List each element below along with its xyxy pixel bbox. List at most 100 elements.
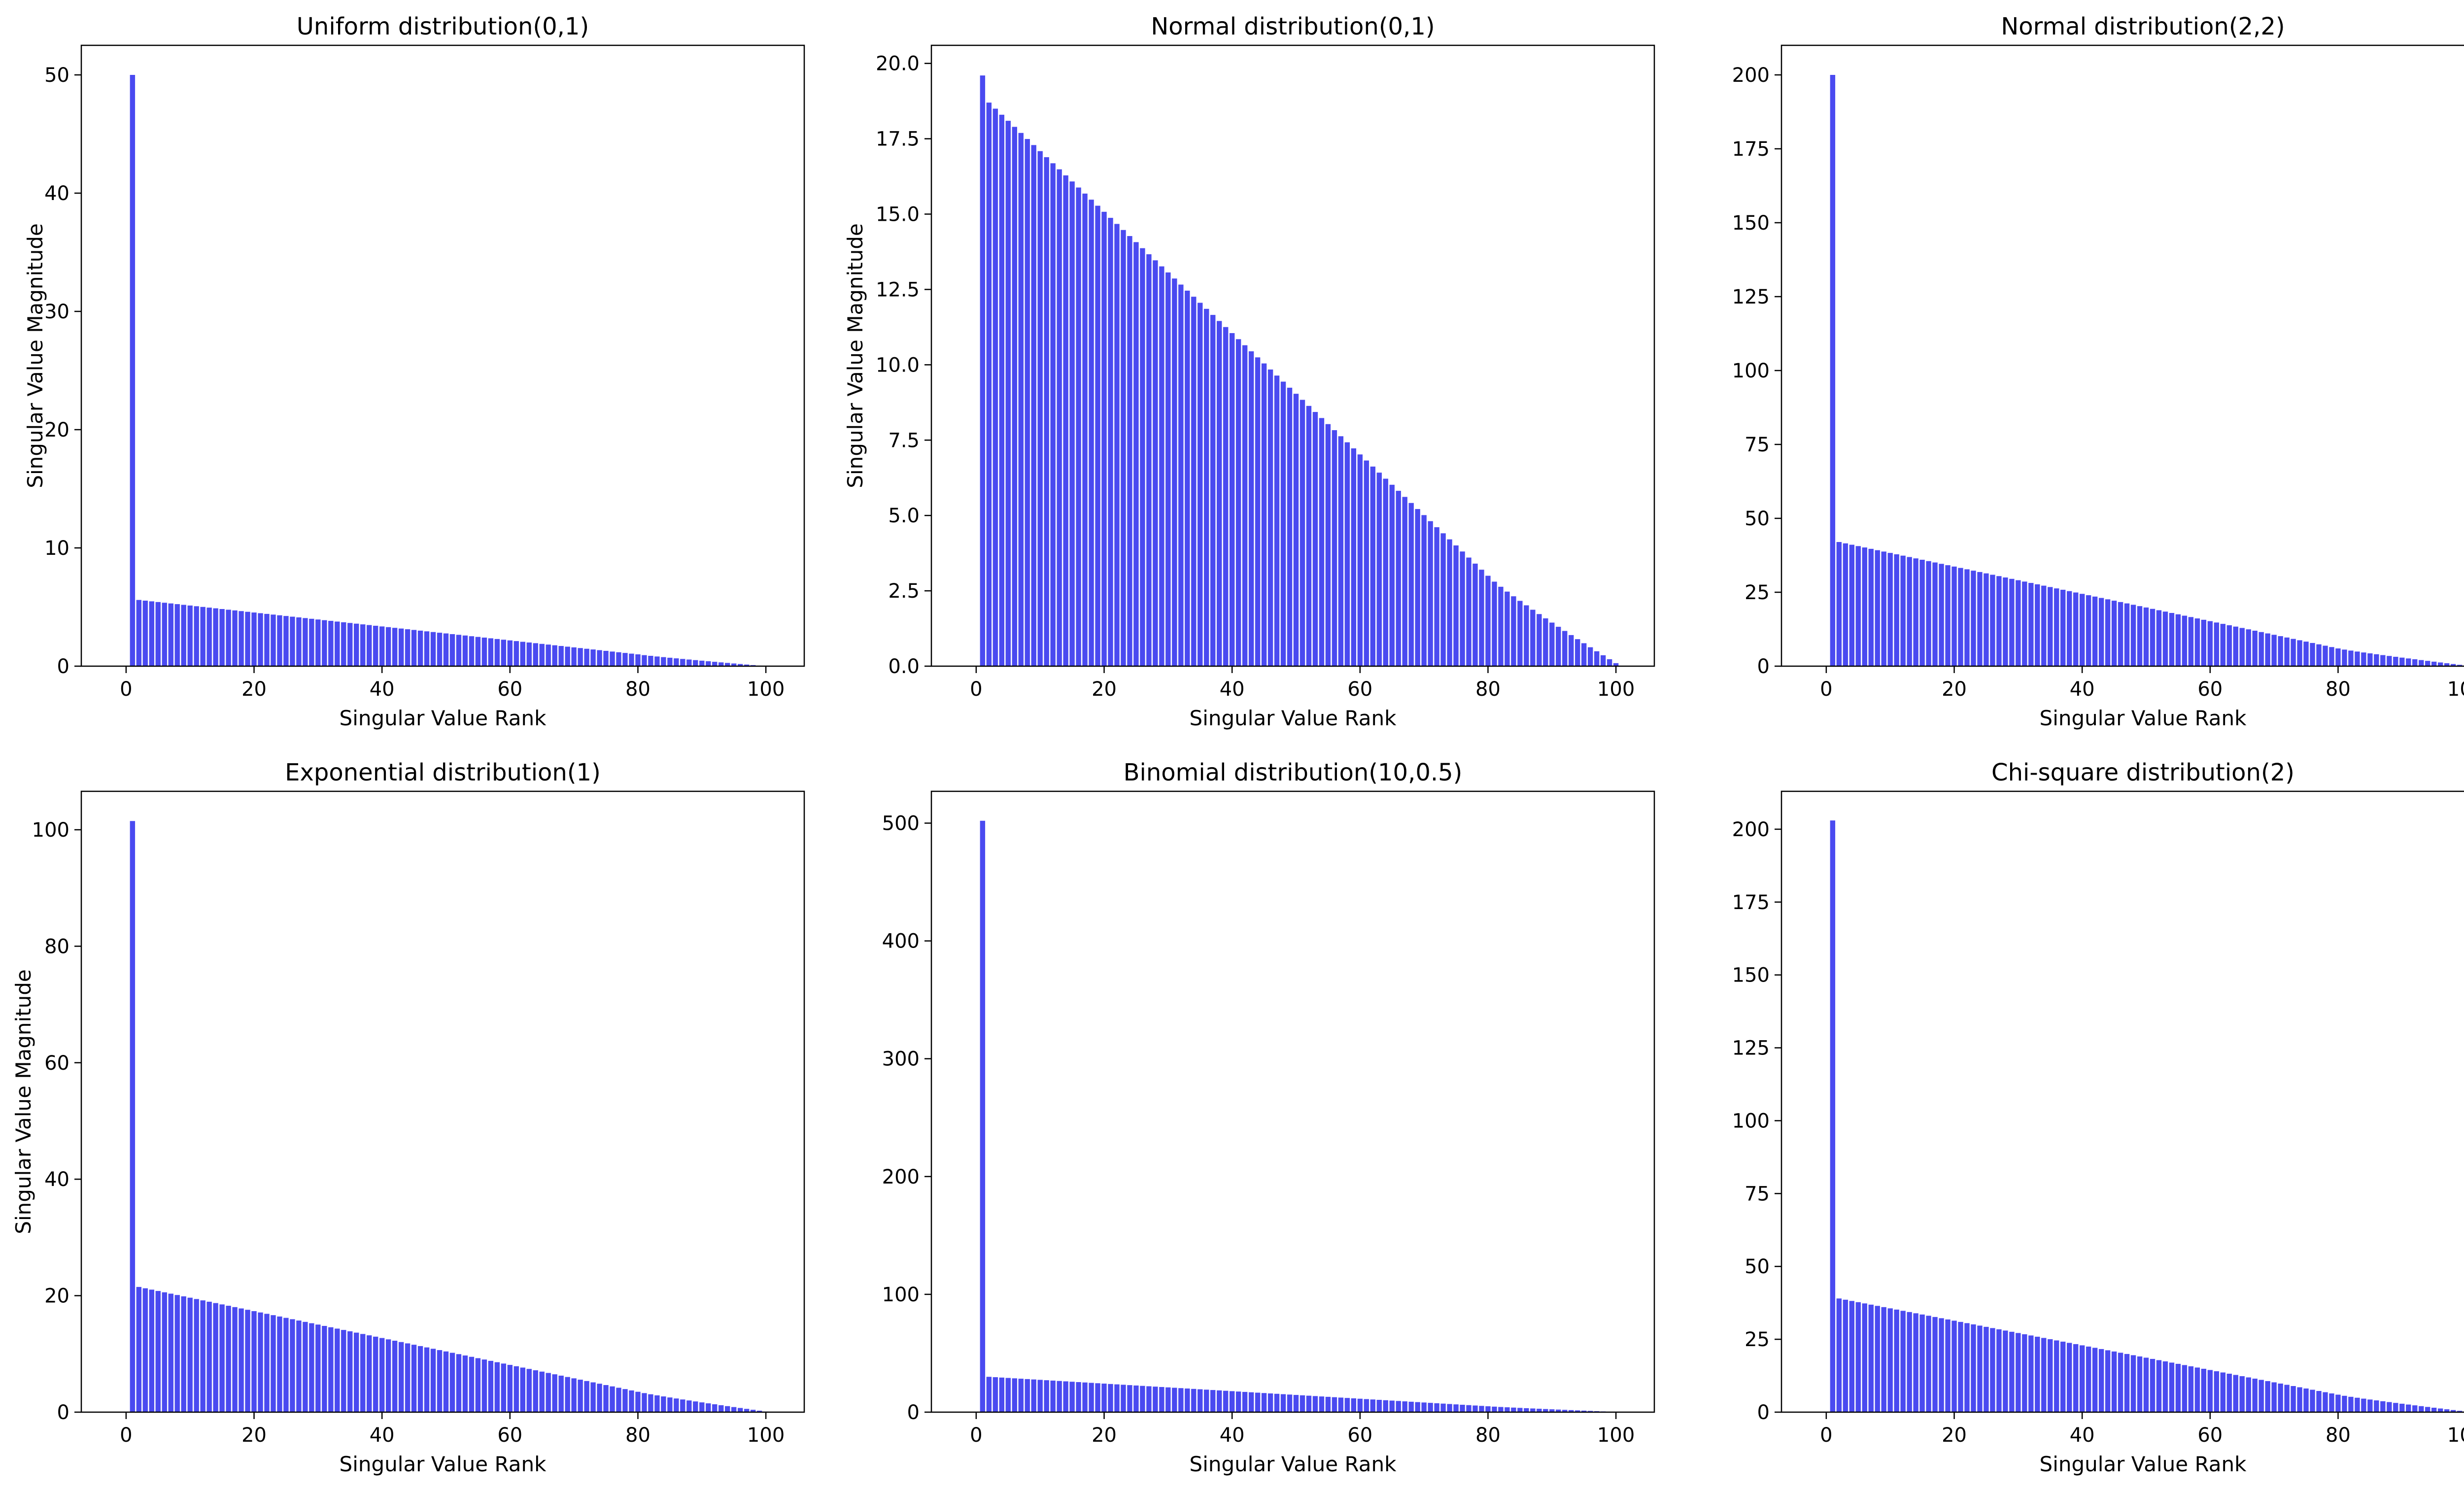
y-tick-label: 20: [44, 1285, 69, 1308]
bar: [226, 1306, 231, 1412]
bar: [2156, 610, 2162, 666]
bar: [136, 600, 142, 666]
bar: [443, 633, 449, 666]
bar: [565, 1377, 570, 1412]
bar: [1351, 448, 1357, 666]
bar: [756, 1411, 762, 1412]
bar: [2412, 1405, 2418, 1412]
bar: [571, 1378, 577, 1412]
bar: [1440, 1403, 1446, 1412]
x-tick-label: 0: [120, 678, 132, 701]
bar: [1293, 1395, 1299, 1412]
bar: [1050, 1380, 1056, 1412]
bar: [392, 1340, 398, 1412]
bar: [1472, 1405, 1478, 1412]
bar: [1229, 333, 1235, 666]
bar: [424, 631, 430, 666]
bar: [328, 621, 334, 666]
bar: [603, 650, 609, 666]
bar: [1044, 1380, 1049, 1412]
y-tick-label: 5.0: [888, 505, 920, 527]
bar: [149, 601, 154, 666]
bar: [2009, 578, 2015, 666]
bar: [1057, 169, 1062, 666]
bar: [1587, 1411, 1593, 1412]
bar: [2022, 1334, 2027, 1412]
bar: [2220, 1372, 2225, 1412]
bar: [1472, 563, 1478, 666]
bar: [2098, 1349, 2104, 1412]
bar: [1396, 491, 1401, 666]
bar: [155, 602, 161, 666]
bar: [744, 664, 750, 666]
bar-series: [130, 75, 762, 666]
bar: [2054, 588, 2059, 666]
bar: [719, 662, 724, 666]
bar: [1447, 1404, 1452, 1412]
y-tick-label: 25: [1745, 1328, 1770, 1351]
bar: [2278, 1383, 2283, 1412]
bar: [1287, 1394, 1293, 1412]
bar: [2399, 657, 2405, 666]
bar: [1932, 1317, 1938, 1412]
bar: [341, 1330, 346, 1412]
bar: [1153, 260, 1158, 666]
x-tick-label: 40: [1220, 678, 1245, 701]
y-tick-label: 150: [1732, 212, 1770, 235]
bar: [622, 653, 628, 666]
bar: [642, 655, 647, 666]
bar: [367, 1335, 372, 1412]
bar: [2201, 619, 2207, 666]
bar: [174, 1295, 180, 1412]
bar: [725, 1406, 730, 1412]
y-tick-label: 500: [882, 813, 920, 835]
bar: [1543, 618, 1548, 666]
bar: [1274, 1393, 1280, 1412]
bar: [2437, 662, 2443, 666]
bar: [424, 1347, 430, 1412]
bar: [488, 638, 494, 666]
bar: [1919, 560, 1925, 666]
bar: [2188, 617, 2194, 666]
y-tick-label: 17.5: [876, 128, 920, 151]
bar: [1306, 406, 1312, 666]
x-tick-label: 80: [2326, 1424, 2351, 1447]
bar: [2098, 598, 2104, 666]
bar: [1517, 601, 1523, 666]
bar: [731, 1407, 737, 1412]
bar: [405, 1343, 411, 1412]
bar: [322, 1325, 327, 1412]
x-tick-label: 60: [1347, 1424, 1372, 1447]
bar: [1146, 254, 1152, 666]
x-axis-label: Singular Value Rank: [2040, 1452, 2247, 1476]
bar: [385, 627, 391, 666]
y-tick-label: 25: [1745, 581, 1770, 604]
bar: [1267, 369, 1273, 666]
bar: [2387, 656, 2392, 666]
bar: [693, 1401, 698, 1412]
bar: [2111, 601, 2117, 666]
x-tick-label: 100: [2447, 678, 2464, 701]
bar: [2335, 1394, 2341, 1412]
bar: [1153, 1387, 1158, 1412]
bar: [699, 660, 705, 666]
bar: [2329, 1393, 2334, 1412]
chart-title: Uniform distribution(0,1): [297, 13, 589, 40]
bar: [2003, 577, 2008, 666]
bar: [2041, 1338, 2047, 1412]
bar: [2246, 1377, 2251, 1412]
bar: [1319, 418, 1325, 666]
bar: [1440, 533, 1446, 666]
y-axis-label: Singular Value Magnitude: [843, 223, 867, 488]
bar: [130, 821, 136, 1412]
bar: [1537, 1409, 1542, 1412]
subplot-grid: 0 20 40 60 80 100 0 10 20 30 40 50 Uniform distribut…: [11, 13, 2464, 1476]
bar: [1344, 1398, 1350, 1412]
bar: [1050, 163, 1056, 667]
bar: [1939, 1318, 1944, 1412]
bar: [200, 1300, 205, 1412]
bar: [1421, 515, 1427, 666]
y-tick-label: 200: [882, 1166, 920, 1188]
x-tick-label: 0: [120, 1424, 132, 1447]
bar: [1530, 1408, 1536, 1412]
